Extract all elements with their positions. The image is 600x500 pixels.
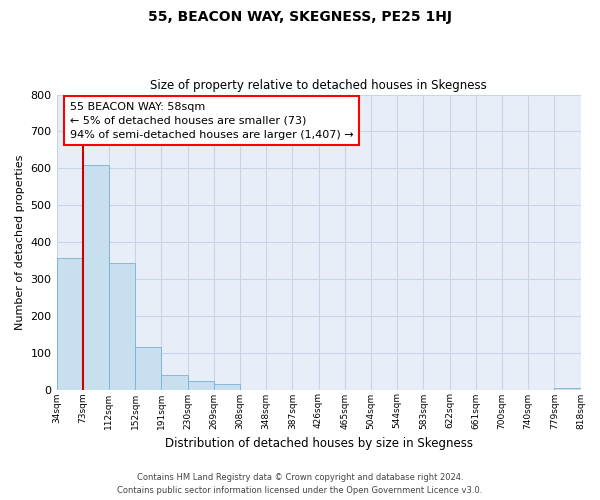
- Y-axis label: Number of detached properties: Number of detached properties: [15, 154, 25, 330]
- X-axis label: Distribution of detached houses by size in Skegness: Distribution of detached houses by size …: [164, 437, 473, 450]
- Text: 55 BEACON WAY: 58sqm
← 5% of detached houses are smaller (73)
94% of semi-detach: 55 BEACON WAY: 58sqm ← 5% of detached ho…: [70, 102, 353, 140]
- Text: 55, BEACON WAY, SKEGNESS, PE25 1HJ: 55, BEACON WAY, SKEGNESS, PE25 1HJ: [148, 10, 452, 24]
- Bar: [161, 375, 188, 390]
- Bar: [554, 388, 581, 390]
- Text: Contains HM Land Registry data © Crown copyright and database right 2024.
Contai: Contains HM Land Registry data © Crown c…: [118, 474, 482, 495]
- Bar: [214, 384, 240, 390]
- Bar: [188, 382, 214, 390]
- Title: Size of property relative to detached houses in Skegness: Size of property relative to detached ho…: [150, 79, 487, 92]
- Bar: [83, 164, 109, 390]
- Bar: [135, 347, 161, 390]
- Bar: [56, 258, 83, 390]
- Bar: [109, 262, 135, 390]
